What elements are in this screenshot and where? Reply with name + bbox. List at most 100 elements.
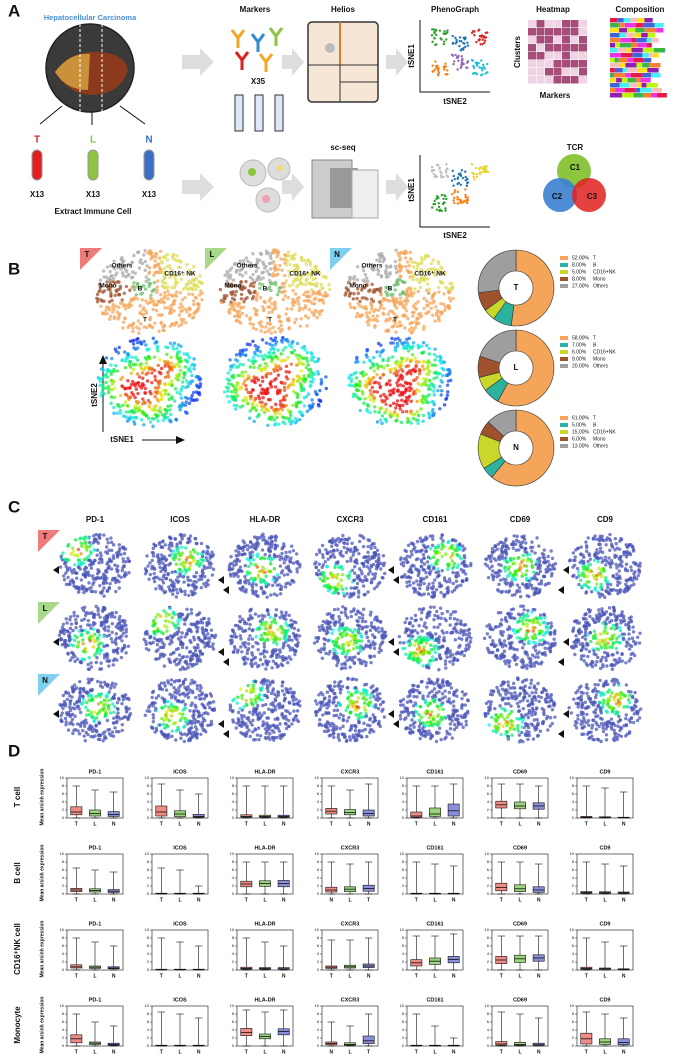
sample-tag-label: L	[43, 604, 48, 613]
scatter-dot	[453, 196, 456, 200]
tsne-dot	[395, 418, 399, 422]
tsne-dot	[626, 587, 630, 592]
tsne-dot	[504, 577, 508, 582]
tsne-dot	[200, 297, 204, 302]
tsne-dot	[377, 288, 381, 292]
tsne-dot	[422, 367, 426, 372]
tsne-dot	[262, 366, 267, 370]
tsne-dot	[373, 575, 377, 579]
tsne-dot	[249, 394, 254, 399]
tsne-dot	[136, 381, 140, 385]
tsne-dot	[317, 568, 321, 573]
scatter-dot	[473, 178, 476, 181]
tsne-dot	[174, 273, 178, 278]
tsne-dot	[268, 398, 272, 402]
tsne-dot	[515, 588, 519, 593]
tsne-dot	[198, 381, 203, 386]
tsne-dot	[164, 361, 168, 365]
comp-seg	[634, 33, 642, 38]
comp-seg	[657, 93, 667, 98]
tsne-dot	[432, 352, 437, 357]
tsne-dot	[354, 360, 358, 364]
tsne-dot	[145, 348, 150, 352]
tsne-dot	[462, 559, 466, 564]
tsne-dot	[76, 558, 80, 562]
axis-label: tSNE2	[90, 383, 99, 407]
tsne-dot	[99, 393, 103, 398]
tsne-dot	[395, 399, 400, 403]
tsne-dot	[192, 278, 197, 282]
tsne-dot	[267, 355, 271, 359]
tsne-dot	[258, 286, 262, 290]
tsne-dot	[406, 349, 411, 353]
tsne-dot	[311, 402, 315, 406]
tsne-dot	[427, 582, 431, 586]
tsne-dot	[397, 376, 402, 381]
tsne-dot	[98, 576, 103, 580]
tsne-dot	[414, 550, 418, 554]
tsne-dot	[268, 327, 272, 331]
tsne-dot	[235, 304, 240, 308]
tsne-dot	[304, 290, 308, 294]
tsne-dot	[488, 556, 493, 561]
tsne-dot	[437, 290, 441, 294]
tsne-dot	[273, 535, 277, 539]
tsne-dot	[139, 362, 143, 366]
tsne-dot	[238, 373, 242, 378]
tsne-dot	[528, 582, 532, 587]
scatter-dot	[433, 168, 436, 172]
tsne-dot	[132, 281, 136, 285]
tsne-dot	[373, 317, 378, 321]
tsne-dot	[163, 290, 167, 295]
scatter-dot	[437, 202, 440, 205]
tsne-dot	[140, 383, 145, 388]
tsne-dot	[177, 405, 181, 409]
tsne-dot	[393, 347, 398, 352]
tsne-dot	[259, 587, 264, 591]
tsne-dot	[311, 277, 316, 282]
tsne-dot	[249, 555, 253, 559]
tsne-dot	[183, 395, 188, 400]
tsne-dot	[340, 572, 345, 577]
tsne-dot	[409, 409, 413, 413]
tsne-dot	[308, 260, 312, 264]
tsne-dot	[322, 576, 326, 580]
tsne-dot	[613, 548, 617, 552]
tsne-dot	[254, 296, 259, 301]
tsne-dot	[155, 285, 159, 289]
tsne-dot	[281, 290, 286, 294]
tsne-dot	[164, 272, 168, 276]
tsne-dot	[173, 293, 177, 297]
tsne-dot	[154, 255, 158, 259]
tsne-dot	[357, 539, 362, 544]
comp-seg	[621, 78, 628, 83]
tsne-dot	[401, 384, 406, 388]
comp-seg	[610, 63, 620, 68]
tsne-dot	[381, 554, 386, 558]
cluster-label: Others	[112, 263, 133, 270]
scatter-dot	[456, 176, 460, 179]
tsne-dot	[277, 422, 281, 426]
tsne-dot	[395, 359, 399, 363]
tsne-dot	[255, 293, 259, 298]
tsne-dot	[144, 568, 148, 573]
tsne-dot	[231, 376, 236, 380]
tsne-dot	[269, 331, 273, 335]
tsne-dot	[360, 579, 365, 584]
tsne-dot	[397, 258, 402, 262]
tsne-dot	[306, 298, 310, 303]
sample-tag	[80, 248, 102, 270]
tsne-dot	[318, 312, 322, 317]
tsne-dot	[127, 410, 132, 414]
tsne-dot	[241, 374, 246, 378]
tsne-dot	[190, 373, 194, 378]
tsne-dot	[435, 575, 440, 579]
tsne-dot	[350, 541, 354, 546]
tsne-dot	[99, 557, 103, 561]
tsne-dot	[360, 313, 365, 317]
comp-seg	[619, 63, 626, 68]
tsne-dot	[183, 403, 188, 407]
tsne-dot	[296, 299, 300, 304]
tsne-dot	[289, 345, 294, 349]
tsne-dot	[537, 556, 542, 560]
